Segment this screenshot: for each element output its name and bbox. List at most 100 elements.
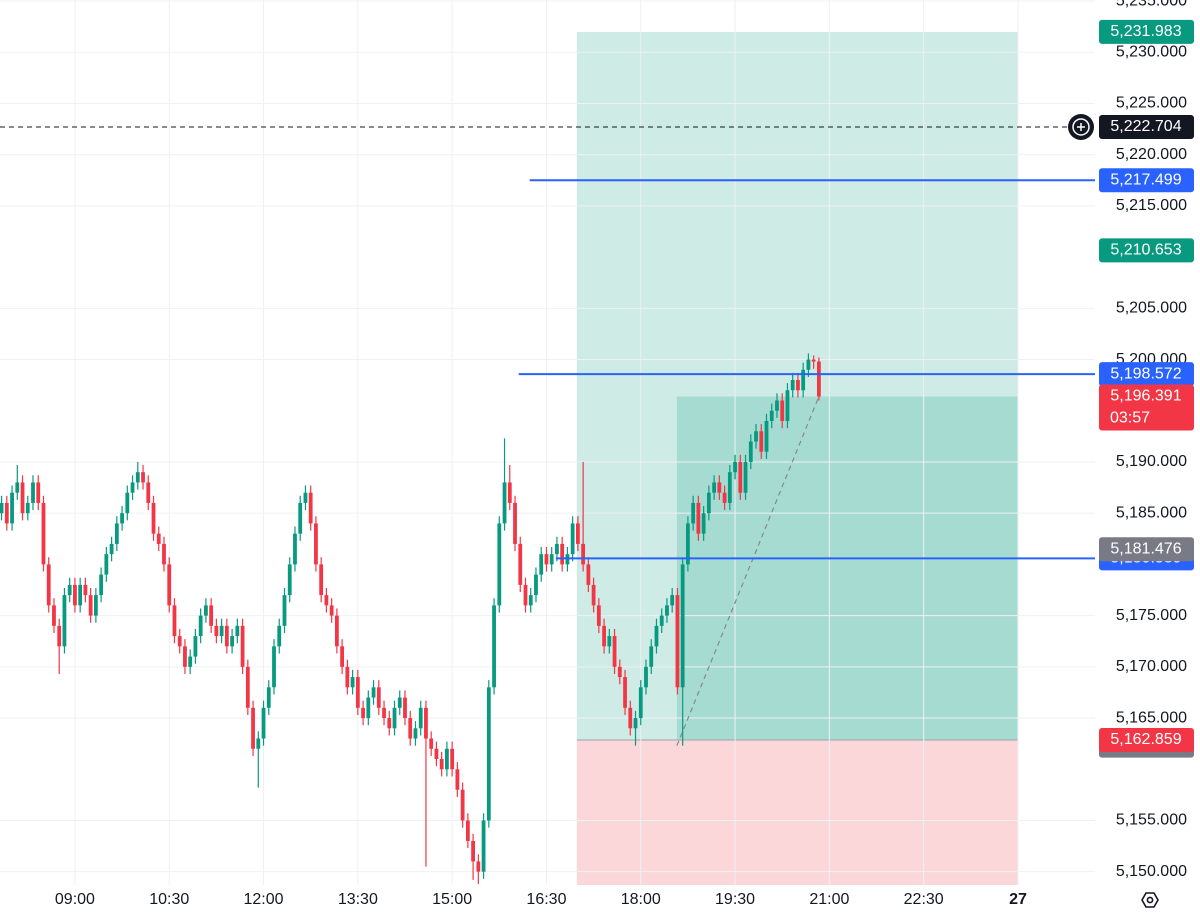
candle-body (240, 625, 245, 667)
candle-body (135, 472, 140, 483)
candle-body (712, 482, 717, 493)
candle-body (727, 472, 732, 503)
candle-body (235, 625, 240, 637)
candle-body (539, 554, 544, 575)
y-tick-label: 5,190.000 (1116, 453, 1187, 470)
candle-body (355, 677, 360, 708)
candle-body (628, 707, 633, 729)
candle-body (775, 400, 779, 411)
y-tick-label: 5,235.000 (1116, 0, 1187, 9)
y-tick-label: 5,165.000 (1116, 709, 1187, 726)
candle-body (188, 656, 193, 667)
candle-body (350, 677, 355, 688)
candle-body (4, 502, 9, 524)
candle-body (801, 369, 806, 391)
candle-body (177, 636, 182, 647)
candle-body (644, 666, 648, 688)
candle-body (445, 748, 449, 770)
candle-body (303, 492, 308, 503)
candle-body (93, 595, 98, 616)
position-layer (576, 31, 1018, 885)
candle-body (382, 707, 386, 719)
candle-body (403, 697, 407, 719)
candle-body (104, 554, 109, 575)
candle-body (638, 687, 643, 719)
candle-body (46, 564, 51, 606)
countdown-label: 03:57 (1110, 410, 1150, 427)
x-tick-label: 15:00 (432, 891, 472, 908)
candle-body (439, 759, 444, 770)
candle-body (455, 769, 460, 790)
price-tag (1099, 362, 1194, 387)
candle-body (36, 482, 41, 503)
add-button-plus[interactable] (1077, 122, 1085, 131)
candle-body (408, 718, 413, 739)
candle-body (764, 420, 769, 452)
candle-layer (0, 353, 821, 884)
y-tick-label: 5,150.000 (1116, 863, 1187, 880)
candle-body (245, 666, 250, 708)
candle-body (518, 543, 523, 585)
candle-body (272, 646, 276, 688)
candle-body (701, 513, 706, 534)
candle-body (549, 554, 554, 565)
price-tag (1099, 727, 1194, 752)
settings-icon[interactable] (1141, 892, 1159, 908)
candle-body (754, 431, 758, 442)
candle-body (172, 605, 177, 637)
candle-body (659, 615, 664, 626)
candle-body (790, 380, 795, 391)
candle-body (481, 820, 486, 872)
candle-body (513, 502, 517, 544)
candle-body (596, 605, 601, 626)
candle-body (376, 687, 381, 708)
candle-body (696, 502, 701, 534)
candle-body (392, 707, 397, 729)
settings-dot[interactable] (1146, 896, 1154, 904)
candle-body (214, 625, 219, 637)
candle-body (183, 646, 187, 667)
candle-body (691, 502, 696, 524)
candle-body (523, 584, 528, 606)
candle-body (277, 625, 282, 647)
grid-layer (0, 0, 1095, 885)
candle-body (251, 707, 255, 749)
price-tag (1099, 19, 1194, 44)
profit-fill (676, 396, 1018, 740)
candle-body (324, 595, 329, 606)
candle-body (796, 380, 800, 391)
candle-body (633, 718, 638, 729)
settings-hexagon[interactable] (1141, 892, 1159, 908)
candle-body (62, 595, 67, 647)
candle-body (722, 492, 727, 503)
candle-body (686, 523, 690, 565)
price-tag-label: 5,196.391 (1110, 388, 1181, 405)
candle-body (733, 461, 737, 473)
y-tick-label: 5,155.000 (1116, 812, 1187, 829)
candle-body (816, 361, 821, 397)
add-button[interactable] (1072, 118, 1090, 136)
candle-body (120, 513, 124, 524)
candle-body (476, 861, 481, 872)
candle-body (73, 584, 77, 606)
candle-body (665, 605, 669, 616)
candle-body (57, 625, 62, 647)
candle-body (680, 564, 685, 688)
candle-body (15, 482, 20, 493)
candle-body (204, 605, 208, 616)
candle-body (450, 748, 455, 770)
candle-body (308, 492, 313, 524)
candle-body (413, 728, 418, 739)
candle-body (146, 482, 151, 503)
candle-body (20, 482, 25, 514)
price-tag (1099, 537, 1194, 562)
candle-body (534, 574, 538, 596)
candle-body (230, 636, 234, 647)
y-tick-label: 5,185.000 (1116, 504, 1187, 521)
candle-body (67, 584, 72, 596)
candle-body (424, 707, 428, 739)
candle-body (151, 502, 156, 534)
y-tick-label: 5,175.000 (1116, 607, 1187, 624)
candle-body (193, 636, 198, 657)
